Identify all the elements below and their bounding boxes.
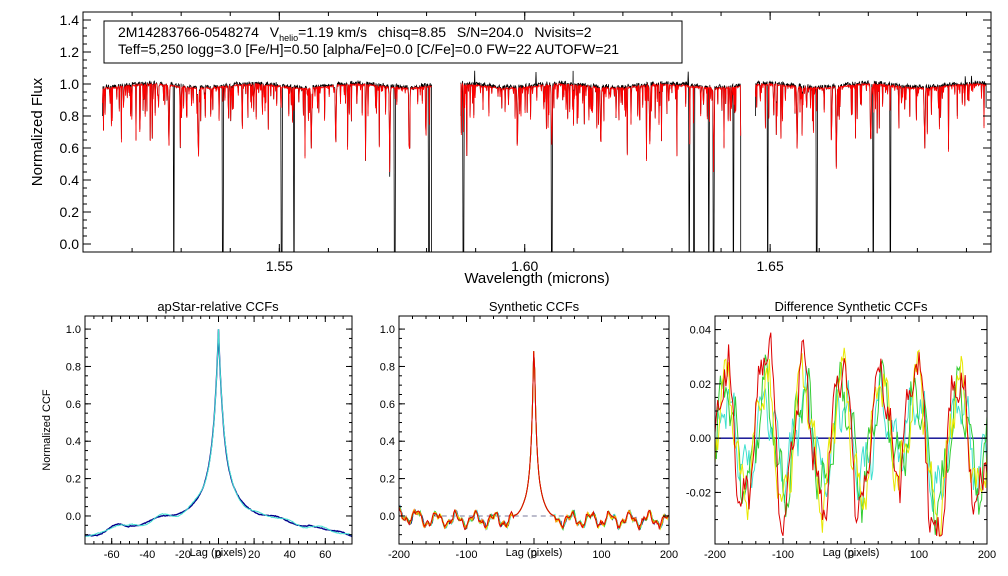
synthetic-ccf-line-3 [398,351,669,532]
synthetic-ccf-frame [398,315,670,545]
ytick-label: 0.2 [66,474,81,486]
diff-ccf-line-3 [714,347,988,538]
model-spectrum-line [755,82,987,169]
diff-ccf-line-4 [714,332,988,537]
ytick-label: 1.0 [380,324,395,336]
model-spectrum-line [102,82,432,173]
xtick-label: 200 [978,549,996,561]
synthetic-ccf-panel: Synthetic CCFs -200 -100 0 100 200 0.0 0.2 0.4 0… [380,299,678,561]
xtick-label: -100 [772,549,794,561]
ytick-label: 0.4 [66,436,81,448]
apstar-ccf-line-1 [84,329,353,538]
observed-spectrum-line [755,75,987,253]
apstar-ccf-xlabel: Lag (pixels) [190,547,247,559]
diff-ccf-frame [714,315,988,545]
ytick-label: 0.4 [380,436,395,448]
spectrum-plot-area [102,70,987,253]
synthetic-ccf-line-5 [398,351,669,530]
ytick-label: 0.02 [690,379,711,391]
diff-ccf-panel: Difference Synthetic CCFs -200 -100 0 100 20… [686,299,996,561]
xtick-label: 0 [215,549,221,561]
xtick-label: 1.55 [266,258,293,274]
ytick-label: 0.0 [380,511,395,523]
xtick-label: -200 [388,549,410,561]
xtick-label: -40 [139,549,155,561]
xtick-label: 60 [319,549,331,561]
ytick-label: 1.2 [60,44,80,60]
xtick-label: 0 [848,549,854,561]
diff-ccf-ticks: -200 -100 0 100 200 -0.02 0.00 0.02 0.04 [686,316,996,561]
legend-v-sub: helio [279,33,298,43]
legend-line-1: 2M14283766-0548274 Vhelio=1.19 km/s chis… [118,24,592,43]
xtick-label: -100 [455,549,477,561]
xtick-label: -60 [104,549,120,561]
ytick-label: 0.8 [66,361,81,373]
synthetic-ccf-title: Synthetic CCFs [489,299,580,314]
spectrum-panel: 1.55 1.60 1.65 0.0 0.2 0.4 0.6 0.8 1.0 1.2 1.4 Wav… [29,11,992,287]
xtick-label: 1.60 [511,258,538,274]
ytick-label: 0.6 [380,399,395,411]
synthetic-ccf-plot-area [398,351,669,532]
ytick-label: 0.4 [60,172,80,188]
apstar-ccf-line-2 [84,329,352,538]
xtick-label: -20 [175,549,191,561]
spectrum-xlabel: Wavelength (microns) [464,270,609,287]
ytick-label: 0.0 [66,511,81,523]
synthetic-ccf-line-4 [398,351,669,531]
diff-ccf-xlabel: Lag (pixels) [823,547,880,559]
diff-ccf-line-1 [714,365,988,512]
xtick-label: 200 [660,549,678,561]
synthetic-ccf-line-2 [398,351,669,531]
apstar-ccf-title: apStar-relative CCFs [157,299,279,314]
diff-ccf-plot-area [714,332,988,538]
ytick-label: 1.4 [60,12,80,28]
legend-box [103,20,683,64]
xtick-label: 20 [248,549,260,561]
ytick-label: 0.2 [60,204,80,220]
apstar-ccf-ylabel: Normalized CCF [41,389,53,471]
legend-nvisits: Nvisits=2 [534,24,591,40]
synthetic-ccf-xlabel: Lag (pixels) [506,547,563,559]
apstar-ccf-ticks: -60 -40 -20 0 20 40 60 0.0 0.2 0.4 0.6 0.8 1.0 [66,316,353,561]
diff-ccf-title: Difference Synthetic CCFs [775,299,928,314]
spectrum-ticks: 1.55 1.60 1.65 0.0 0.2 0.4 0.6 0.8 1.0 1.2 1.4 [60,12,991,274]
xtick-label: 100 [910,549,928,561]
synthetic-ccf-ticks: -200 -100 0 100 200 0.0 0.2 0.4 0.6 0.8 1.0 [380,316,678,561]
spectrum-ylabel: Normalized Flux [29,77,46,186]
legend-v: V [270,24,280,40]
ytick-label: -0.02 [686,487,711,499]
apstar-ccf-frame [84,315,353,545]
ytick-label: 0.0 [60,236,80,252]
legend-star-id: 2M14283766-0548274 [118,24,259,40]
ytick-label: 0.6 [60,140,80,156]
ytick-label: 0.6 [66,399,81,411]
ytick-label: 1.0 [66,324,81,336]
model-spectrum-line [460,82,742,173]
ytick-label: 0.04 [690,325,711,337]
ytick-label: 0.8 [380,361,395,373]
apstar-ccf-plot-area [84,329,353,538]
legend-chisq: chisq=8.85 [378,24,446,40]
ytick-label: 1.0 [60,76,80,92]
spectrum-legend: 2M14283766-0548274 Vhelio=1.19 km/s chis… [103,20,683,64]
xtick-label: -200 [704,549,726,561]
xtick-label: 0 [531,549,537,561]
ytick-label: 0.2 [380,474,395,486]
xtick-label: 100 [592,549,610,561]
synthetic-ccf-line-1 [398,351,669,531]
legend-line-2: Teff=5,250 logg=3.0 [Fe/H]=0.50 [alpha/F… [118,41,619,57]
legend-vhelio: =1.19 km/s [298,24,367,40]
apstar-ccf-panel: apStar-relative CCFs -60 -40 -20 0 20 40 60 0.0… [41,299,353,561]
xtick-label: 40 [284,549,296,561]
synthetic-ccf-line-6 [398,351,669,532]
xtick-label: 1.65 [757,258,784,274]
observed-spectrum-line [460,70,742,253]
ytick-label: 0.8 [60,108,80,124]
ytick-label: 0.00 [690,433,711,445]
legend-sn: S/N=204.0 [457,24,524,40]
